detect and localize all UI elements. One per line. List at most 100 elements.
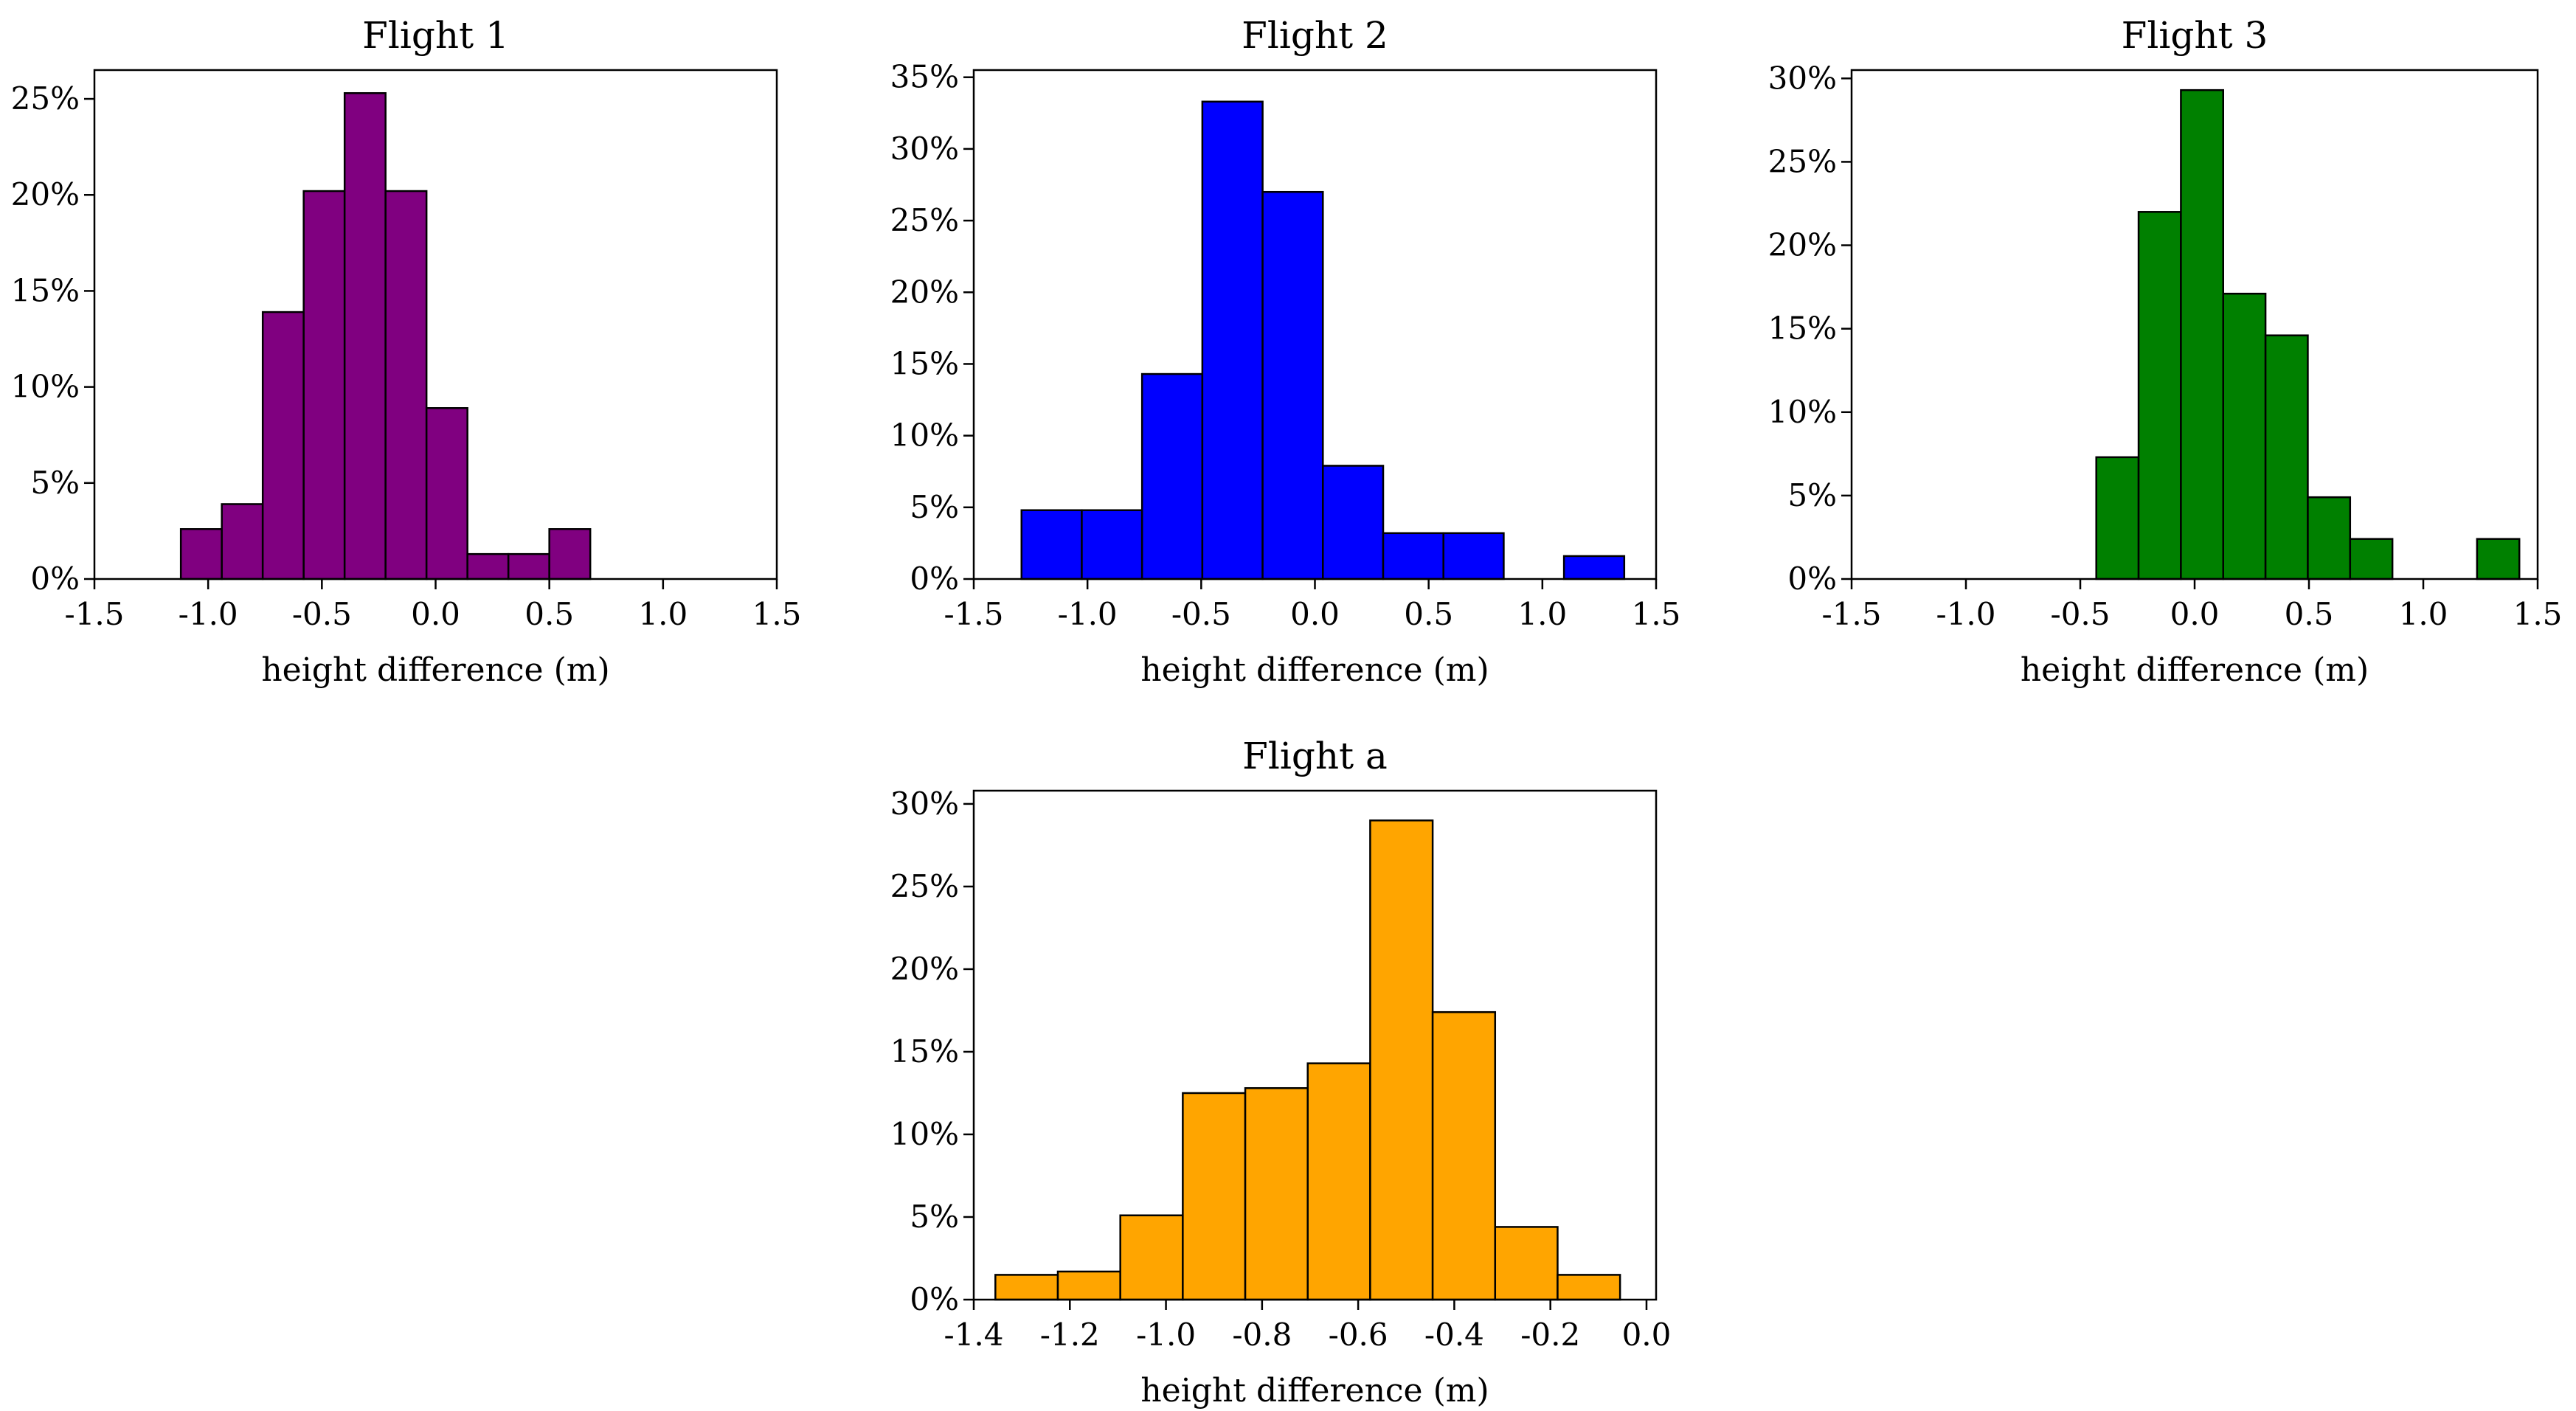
histogram-bar xyxy=(1261,190,1324,580)
flight-2-histogram: Flight 2 height difference (m) -1.5 -1.0 -… xyxy=(890,14,1681,689)
y-tick-label: 20% xyxy=(890,274,959,310)
x-tick-label: 0.0 xyxy=(411,596,460,632)
histogram-bar xyxy=(1056,1270,1121,1301)
x-axis-label: height difference (m) xyxy=(1140,651,1489,689)
histogram-bar xyxy=(221,503,264,580)
x-tick-label: -0.6 xyxy=(1329,1317,1388,1353)
histogram-bar xyxy=(1442,532,1505,580)
histogram-bar xyxy=(1431,1010,1497,1301)
histogram-bar xyxy=(2264,334,2309,580)
x-tick-label: -1.5 xyxy=(65,596,125,632)
x-axis-label: height difference (m) xyxy=(261,651,609,689)
x-axis-label: height difference (m) xyxy=(2021,651,2369,689)
y-tick-label: 5% xyxy=(910,489,959,525)
y-tick-label: 20% xyxy=(1768,227,1837,263)
histogram-bar xyxy=(1201,100,1264,580)
flight-a-histogram: Flight a height difference (m) -1.4 -1.2-… xyxy=(890,735,1672,1410)
chart-title: Flight 1 xyxy=(362,14,509,57)
y-tick-label: 5% xyxy=(910,1199,959,1235)
x-tick-label: 0.0 xyxy=(1290,596,1340,632)
histogram-bar xyxy=(466,552,510,580)
x-tick-label: -1.0 xyxy=(1136,1317,1196,1353)
histogram-bar xyxy=(994,1274,1059,1301)
histogram-bar xyxy=(1494,1226,1559,1301)
histogram-bar xyxy=(425,407,468,580)
x-tick-label: 0.5 xyxy=(1404,596,1453,632)
x-tick-label: 0.0 xyxy=(2170,596,2220,632)
histogram-bar xyxy=(1140,372,1204,580)
y-tick-label: 15% xyxy=(1768,311,1837,347)
y-tick-label: 30% xyxy=(890,786,959,822)
plot-frame xyxy=(972,789,1658,1301)
y-tick-label: 10% xyxy=(1768,394,1837,430)
histogram-bar xyxy=(2222,292,2267,580)
histogram-bar xyxy=(179,528,223,580)
histogram-bar xyxy=(261,311,305,580)
histogram-bar xyxy=(548,528,592,580)
histogram-bar xyxy=(1369,819,1434,1301)
histogram-bar xyxy=(2349,538,2394,580)
y-tick-label: 15% xyxy=(890,345,959,381)
histogram-bar xyxy=(507,552,550,580)
x-tick-label: 1.5 xyxy=(2513,596,2563,632)
histogram-bar xyxy=(2180,89,2224,580)
histogram-bar xyxy=(2137,211,2182,580)
y-tick-label: 5% xyxy=(30,465,80,501)
y-tick-label: 5% xyxy=(1787,477,1837,513)
y-tick-label: 30% xyxy=(890,131,959,167)
histogram-bar xyxy=(2307,496,2352,580)
histogram-bar xyxy=(1244,1086,1309,1301)
x-tick-label: -1.5 xyxy=(944,596,1004,632)
x-tick-label: -1.2 xyxy=(1040,1317,1100,1353)
chart-title: Flight 3 xyxy=(2122,14,2268,57)
histogram-bar xyxy=(1322,465,1385,580)
chart-title: Flight a xyxy=(1242,735,1388,777)
x-tick-label: -1.0 xyxy=(179,596,238,632)
y-tick-label: 10% xyxy=(890,417,959,454)
x-tick-label: 1.5 xyxy=(752,596,802,632)
flight-3-histogram: Flight 3 height difference (m) -1.5 -1.0 -… xyxy=(1768,14,2563,689)
x-tick-label: -0.2 xyxy=(1520,1317,1580,1353)
x-tick-label: -0.4 xyxy=(1424,1317,1484,1353)
x-tick-label: -0.5 xyxy=(1171,596,1231,632)
histogram-bar xyxy=(1557,1274,1621,1301)
x-tick-label: 1.0 xyxy=(638,596,688,632)
y-tick-label: 15% xyxy=(890,1033,959,1069)
y-tick-label: 10% xyxy=(890,1116,959,1152)
y-tick-label: 25% xyxy=(890,868,959,904)
histogram-bar xyxy=(2095,456,2140,580)
y-tick-label: 35% xyxy=(890,59,959,95)
y-tick-label: 25% xyxy=(11,80,80,117)
histogram-bar xyxy=(1306,1062,1371,1301)
y-tick-label: 25% xyxy=(1768,143,1837,179)
histogram-bar xyxy=(384,190,428,580)
x-tick-label: 1.0 xyxy=(2399,596,2448,632)
histogram-bar xyxy=(1119,1214,1184,1301)
x-tick-label: 1.5 xyxy=(1632,596,1681,632)
chart-title: Flight 2 xyxy=(1242,14,1388,57)
y-tick-label: 0% xyxy=(910,561,959,597)
histogram-bar xyxy=(2476,538,2521,580)
x-tick-label: -0.8 xyxy=(1232,1317,1292,1353)
x-tick-label: -1.0 xyxy=(1058,596,1118,632)
x-tick-label: 0.5 xyxy=(2285,596,2334,632)
y-tick-label: 20% xyxy=(890,951,959,987)
histogram-bar xyxy=(1562,555,1626,580)
x-tick-label: -1.4 xyxy=(944,1317,1004,1353)
x-tick-label: -1.0 xyxy=(1936,596,1996,632)
x-tick-label: -0.5 xyxy=(2051,596,2111,632)
x-tick-label: 0.0 xyxy=(1622,1317,1672,1353)
y-tick-label: 25% xyxy=(890,202,959,238)
y-tick-label: 0% xyxy=(910,1281,959,1317)
x-tick-label: -0.5 xyxy=(292,596,352,632)
y-tick-label: 10% xyxy=(11,369,80,405)
histogram-bar xyxy=(302,190,346,580)
y-tick-label: 0% xyxy=(30,561,80,597)
histogram-bar xyxy=(343,91,387,580)
x-tick-label: -1.5 xyxy=(1822,596,1882,632)
histogram-bar xyxy=(1382,532,1444,580)
histogram-bar xyxy=(1182,1092,1247,1301)
x-tick-label: 0.5 xyxy=(524,596,574,632)
y-tick-label: 15% xyxy=(11,272,80,308)
